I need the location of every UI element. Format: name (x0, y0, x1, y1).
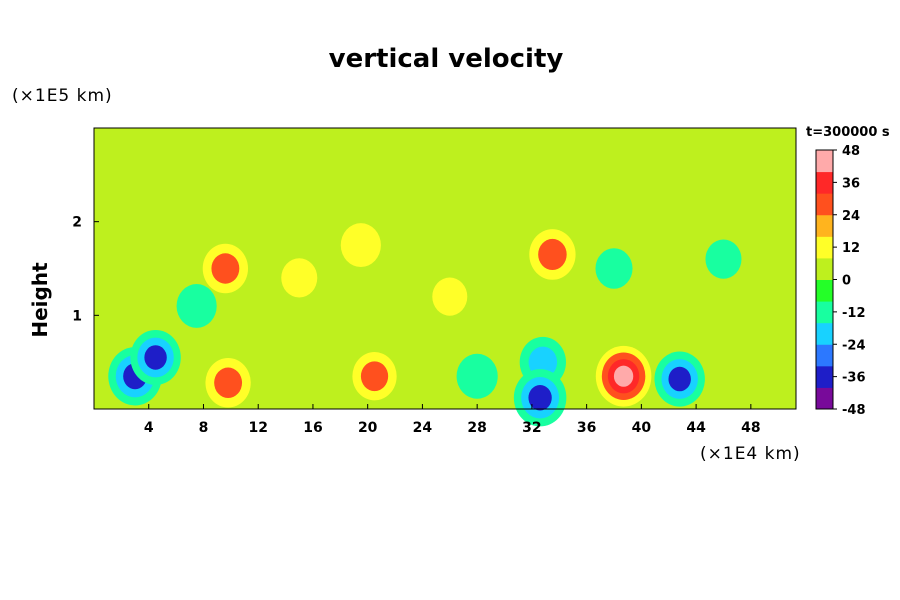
x-tick-label: 44 (686, 420, 706, 436)
field-feature (595, 345, 652, 407)
x-tick-label: 4 (144, 420, 154, 436)
field-feature (654, 351, 705, 407)
x-tick-label: 20 (358, 420, 378, 436)
colorbar-tick-label: 36 (842, 176, 860, 191)
field-feature (456, 353, 498, 399)
plot-area (93, 127, 797, 427)
colorbar: 48 36 24 12 0 -12 -24 -36 -48 (815, 144, 866, 418)
x-axis-unit: (×1E4 km) (700, 444, 801, 464)
field-feature (529, 229, 576, 280)
contour-level (360, 361, 389, 392)
contour-level (340, 223, 381, 268)
colorbar-segment (816, 301, 833, 324)
x-axis-ticks: 4 8 12 16 20 24 28 32 36 40 44 48 (144, 404, 761, 436)
x-tick-label: 48 (741, 420, 760, 436)
field-feature (432, 277, 468, 316)
colorbar-segment (816, 322, 833, 345)
field-feature (595, 248, 633, 289)
contour-level (214, 367, 243, 398)
colorbar-tick-label: -36 (842, 371, 866, 386)
contour-level (211, 253, 240, 284)
colorbar-segment (816, 344, 833, 367)
contour-level (281, 258, 318, 298)
contour-level (668, 366, 691, 392)
colorbar-tick-label: 24 (842, 209, 860, 224)
y-tick-label: 1 (72, 308, 82, 324)
field-feature (176, 284, 217, 328)
field-feature (513, 369, 567, 427)
x-tick-label: 28 (467, 420, 486, 436)
colorbar-tick-label: -48 (842, 403, 866, 418)
contour-level (456, 353, 498, 399)
time-label: t=300000 s (806, 125, 890, 140)
contour-level (528, 385, 552, 411)
field-feature (130, 329, 181, 386)
x-tick-label: 36 (577, 420, 596, 436)
contour-level (432, 277, 468, 316)
x-tick-label: 12 (248, 420, 267, 436)
contour-level (538, 238, 567, 271)
colorbar-tick-label: -24 (842, 338, 866, 353)
contour-level (595, 248, 633, 289)
colorbar-segment (816, 193, 833, 216)
colorbar-segment (816, 257, 833, 280)
contour-level (144, 345, 167, 370)
field-feature (202, 243, 249, 294)
field-feature (205, 358, 251, 408)
field-feature (705, 239, 742, 279)
chart-title: vertical velocity (328, 44, 564, 74)
field-feature (281, 258, 318, 298)
colorbar-tick-label: 48 (842, 144, 860, 159)
colorbar-segment (816, 236, 833, 259)
x-tick-label: 40 (632, 420, 652, 436)
x-tick-label: 32 (522, 420, 541, 436)
plot-frame (93, 127, 797, 410)
colorbar-tick-label: 12 (842, 241, 860, 256)
colorbar-tick-label: 0 (842, 274, 851, 289)
colorbar-segment (816, 214, 833, 237)
colorbar-segment (816, 387, 833, 410)
colorbar-segment (816, 365, 833, 388)
field-feature (352, 352, 397, 401)
y-tick-label: 2 (72, 215, 82, 231)
x-tick-label: 16 (303, 420, 322, 436)
colorbar-segment (816, 279, 833, 302)
y-axis-unit: (×1E5 km) (12, 86, 113, 106)
colorbar-segment (816, 150, 833, 173)
contour-level (613, 365, 634, 387)
field-feature (340, 223, 381, 268)
colorbar-segment (816, 171, 833, 194)
x-tick-label: 8 (199, 420, 209, 436)
x-tick-label: 24 (413, 420, 433, 436)
colorbar-tick-label: -12 (842, 306, 866, 321)
y-axis-ticks: 12 (72, 215, 99, 324)
contour-level (705, 239, 742, 279)
contour-level (176, 284, 217, 328)
